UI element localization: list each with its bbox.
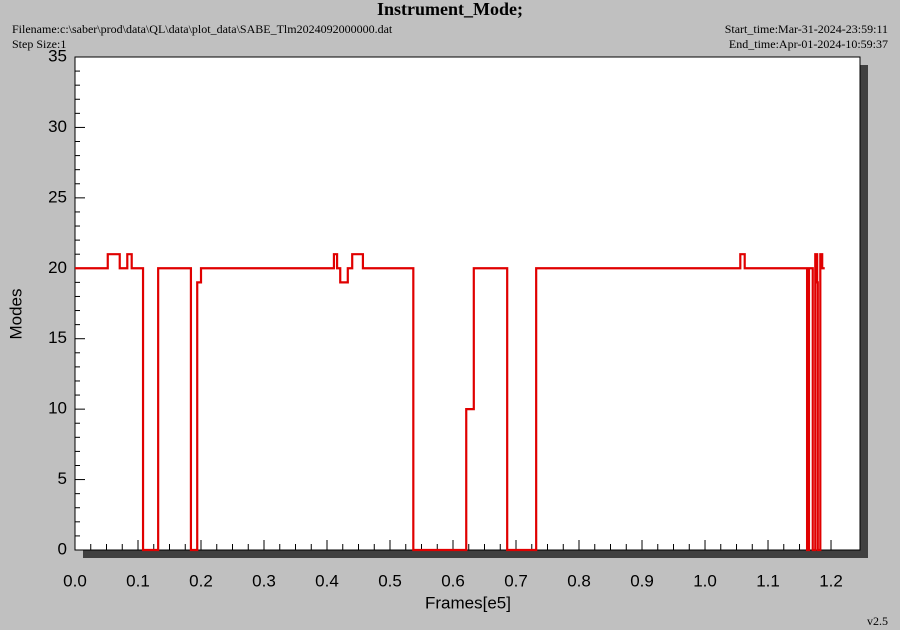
y-tick-label: 10 bbox=[48, 399, 67, 418]
data-line bbox=[75, 253, 825, 552]
x-tick-label: 1.2 bbox=[819, 571, 843, 590]
x-tick-label: 0.9 bbox=[630, 571, 654, 590]
filename: Filename:c:\saber\prod\data\QL\data\plot… bbox=[12, 22, 393, 36]
x-tick-label: 0.3 bbox=[252, 571, 276, 590]
version: v2.5 bbox=[867, 614, 888, 628]
end-time: End_time:Apr-01-2024-10:59:37 bbox=[729, 37, 888, 51]
y-tick-label: 35 bbox=[48, 46, 67, 65]
x-axis-label: Frames[e5] bbox=[425, 593, 511, 612]
x-tick-label: 0.6 bbox=[441, 571, 465, 590]
y-tick-label: 20 bbox=[48, 258, 67, 277]
chart-title: Instrument_Mode; bbox=[377, 0, 523, 19]
y-axis-label: Modes bbox=[6, 288, 25, 339]
x-tick-label: 1.0 bbox=[693, 571, 717, 590]
x-tick-label: 0.2 bbox=[189, 571, 213, 590]
step-size: Step Size:1 bbox=[12, 37, 66, 51]
x-tick-label: 0.4 bbox=[315, 571, 339, 590]
x-tick-label: 0.5 bbox=[378, 571, 402, 590]
y-tick-label: 0 bbox=[58, 539, 67, 558]
x-tick-label: 0.7 bbox=[504, 571, 528, 590]
y-tick-label: 25 bbox=[48, 187, 67, 206]
plot-area bbox=[74, 56, 861, 551]
start-time: Start_time:Mar-31-2024-23:59:11 bbox=[725, 22, 888, 36]
x-tick-label: 0.8 bbox=[567, 571, 591, 590]
y-tick-label: 15 bbox=[48, 328, 67, 347]
x-tick-label: 0.0 bbox=[63, 571, 87, 590]
x-tick-label: 0.1 bbox=[126, 571, 150, 590]
x-tick-label: 1.1 bbox=[756, 571, 780, 590]
y-tick-label: 5 bbox=[58, 469, 67, 488]
y-tick-label: 30 bbox=[48, 117, 67, 136]
